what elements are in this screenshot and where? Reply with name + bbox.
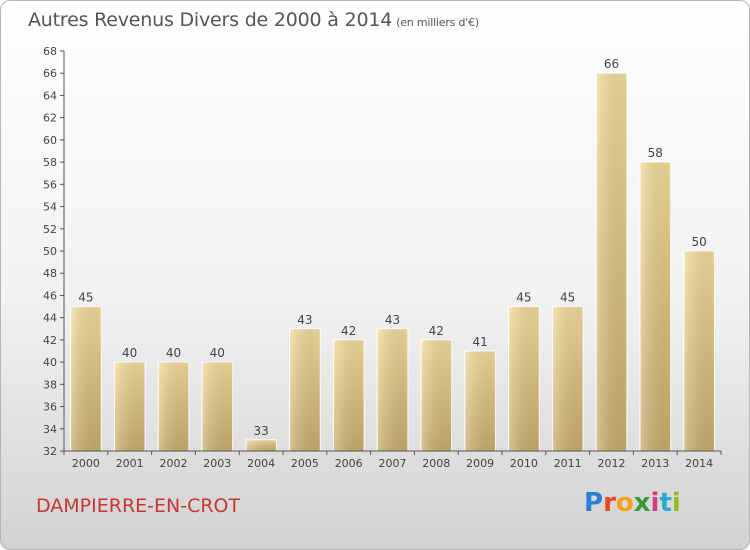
logo-letter: P xyxy=(584,488,604,518)
y-tick-label: 32 xyxy=(43,445,57,458)
logo-letter: i xyxy=(650,488,660,518)
y-tick-label: 34 xyxy=(43,423,57,436)
logo-letter: o xyxy=(615,488,634,518)
bar-shade xyxy=(508,306,540,451)
y-tick-label: 50 xyxy=(43,245,57,258)
x-tick-label: 2004 xyxy=(247,457,275,470)
bar-shade xyxy=(377,328,408,451)
bars: 45 40 40 40 33 43 42 43 42 41 45 45 66 58 50 xyxy=(70,57,715,452)
bar-shade xyxy=(333,339,365,451)
bar-value-label: 41 xyxy=(472,335,487,349)
bar-value-label: 40 xyxy=(210,346,225,360)
bar-value-label: 33 xyxy=(253,424,268,438)
y-tick-label: 60 xyxy=(43,134,57,147)
logo-letter: r xyxy=(603,488,616,518)
y-tick-label: 52 xyxy=(43,223,57,236)
bar-value-label: 42 xyxy=(429,324,444,338)
x-tick-label: 2013 xyxy=(641,457,669,470)
bar-value-label: 43 xyxy=(385,313,400,327)
y-tick-label: 40 xyxy=(43,356,57,369)
bar-value-label: 42 xyxy=(341,324,356,338)
logo-letter: x xyxy=(633,488,651,518)
y-tick-label: 66 xyxy=(43,67,57,80)
bar-value-label: 45 xyxy=(560,291,575,305)
y-tick-label: 56 xyxy=(43,178,57,191)
x-tick-label: 2002 xyxy=(160,457,188,470)
x-tick-label: 2008 xyxy=(422,457,450,470)
y-tick-label: 38 xyxy=(43,378,57,391)
bar-shade xyxy=(639,162,671,451)
bar-shade xyxy=(683,251,715,451)
x-tick-label: 2003 xyxy=(203,457,231,470)
proxiti-logo: Proxiti xyxy=(584,488,681,518)
bar-value-label: 66 xyxy=(604,57,619,71)
chart-title: Autres Revenus Divers de 2000 à 2014 (en … xyxy=(28,9,479,31)
bar-shade xyxy=(245,439,277,451)
bar-value-label: 58 xyxy=(648,146,663,160)
y-tick-label: 62 xyxy=(43,112,57,125)
x-tick-label: 2010 xyxy=(510,457,538,470)
y-tick-label: 64 xyxy=(43,89,57,102)
x-tick-label: 2011 xyxy=(554,457,582,470)
y-axis: 32 34 36 38 40 42 44 46 48 50 52 54 56 58 60 62 64 66 68 xyxy=(43,45,65,458)
x-tick-label: 2001 xyxy=(116,457,144,470)
logo-letter: t xyxy=(659,488,672,518)
bar-shade xyxy=(596,73,627,451)
x-tick-label: 2005 xyxy=(291,457,319,470)
bar-value-label: 45 xyxy=(78,291,93,305)
y-tick-label: 36 xyxy=(43,401,57,414)
y-tick-label: 58 xyxy=(43,156,57,169)
x-tick-label: 2014 xyxy=(685,457,713,470)
logo-letter: i xyxy=(671,488,681,518)
chart-title-text: Autres Revenus Divers de 2000 à 2014 xyxy=(28,9,393,31)
y-tick-label: 54 xyxy=(43,201,57,214)
x-tick-label: 2000 xyxy=(72,457,100,470)
bar-shade xyxy=(158,362,189,451)
bar-shade xyxy=(464,351,496,451)
bar-value-label: 50 xyxy=(691,235,706,249)
x-tick-label: 2006 xyxy=(335,457,363,470)
commune-name: DAMPIERRE-EN-CROT xyxy=(36,495,241,517)
x-tick-label: 2007 xyxy=(379,457,407,470)
bar-shade xyxy=(289,328,321,451)
bar-shade xyxy=(420,339,452,451)
bar-value-label: 45 xyxy=(516,291,531,305)
y-tick-label: 46 xyxy=(43,289,57,302)
bar-shade xyxy=(552,306,584,451)
x-tick-label: 2009 xyxy=(466,457,494,470)
bar-value-label: 43 xyxy=(297,313,312,327)
y-tick-label: 68 xyxy=(43,45,57,58)
bar-shade xyxy=(201,362,233,451)
y-tick-label: 48 xyxy=(43,267,57,280)
bar-shade xyxy=(114,362,146,451)
bar-value-label: 40 xyxy=(166,346,181,360)
x-axis: 2000 2001 2002 2003 2004 2005 2006 2007 2008 2009… xyxy=(63,450,722,470)
bar-shade xyxy=(70,306,102,451)
chart-subtitle: (en milliers d'€) xyxy=(396,16,480,29)
x-tick-label: 2012 xyxy=(598,457,626,470)
y-tick-label: 42 xyxy=(43,334,57,347)
y-tick-label: 44 xyxy=(43,312,57,325)
bar-value-label: 40 xyxy=(122,346,137,360)
